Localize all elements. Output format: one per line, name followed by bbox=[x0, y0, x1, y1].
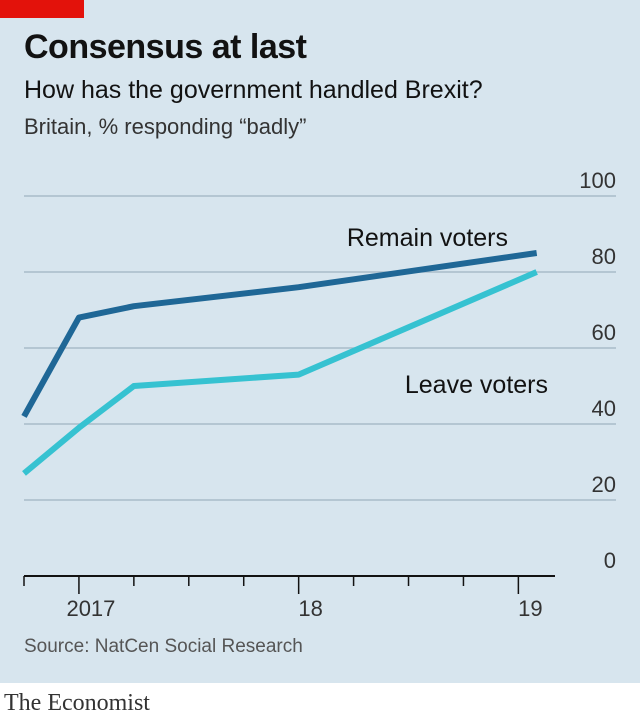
publisher-logo: The Economist bbox=[4, 690, 150, 716]
leave-voters-label: Leave voters bbox=[405, 371, 548, 399]
x-tick-label: 18 bbox=[298, 596, 322, 621]
chart-unit-label: Britain, % responding “badly” bbox=[24, 114, 307, 139]
remain-voters-line bbox=[21, 250, 538, 418]
remain-voters-label: Remain voters bbox=[347, 224, 508, 252]
brand-red-tag bbox=[0, 0, 84, 18]
chart-subtitle: How has the government handled Brexit? bbox=[24, 76, 483, 104]
y-tick-label: 100 bbox=[579, 168, 616, 193]
line-chart: 0 20 40 60 80 100 2017 18 19 Remain voters Leave v… bbox=[21, 168, 616, 621]
x-tick-label: 19 bbox=[518, 596, 542, 621]
x-tick-label: 2017 bbox=[66, 596, 115, 621]
chart-title: Consensus at last bbox=[24, 28, 307, 66]
y-tick-label: 0 bbox=[604, 548, 616, 573]
y-tick-label: 20 bbox=[592, 472, 616, 497]
leave-voters-line bbox=[22, 269, 538, 476]
y-tick-label: 40 bbox=[592, 396, 616, 421]
y-tick-label: 60 bbox=[592, 320, 616, 345]
chart-panel bbox=[0, 0, 640, 683]
y-tick-label: 80 bbox=[592, 244, 616, 269]
source-note: Source: NatCen Social Research bbox=[24, 636, 303, 657]
